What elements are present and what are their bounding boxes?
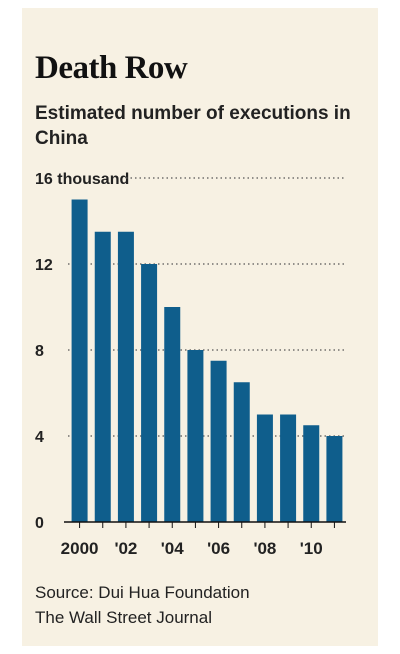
chart-subtitle: Estimated number of executions in China — [35, 103, 351, 149]
source-note: Source: Dui Hua Foundation The Wall Stre… — [35, 580, 250, 630]
bar — [71, 199, 88, 522]
bar — [117, 231, 134, 522]
y-tick-label: 4 — [35, 429, 44, 446]
bar — [210, 360, 227, 522]
bar — [256, 414, 273, 522]
x-tick-label: '02 — [114, 539, 137, 558]
y-tick-label: 0 — [35, 515, 44, 532]
x-tick-label: '06 — [207, 539, 230, 558]
x-tick-label: 2000 — [61, 539, 99, 558]
y-tick-label: 8 — [35, 343, 44, 360]
source-line-1: Source: Dui Hua Foundation — [35, 583, 250, 602]
x-tick-label: '10 — [300, 539, 323, 558]
bar-chart: 0 4 8 12 16 thousand 2000 '02 '04 '06 '08 '10 — [35, 171, 346, 558]
bar — [280, 414, 297, 522]
source-line-2: The Wall Street Journal — [35, 608, 212, 627]
bar — [164, 307, 181, 522]
y-tick-label: 12 — [35, 257, 53, 274]
y-tick-label: 16 thousand — [35, 171, 129, 188]
bar — [141, 264, 158, 522]
x-tick-label: '04 — [161, 539, 184, 558]
x-tick-label: '08 — [253, 539, 276, 558]
bar — [94, 231, 111, 522]
bar — [303, 425, 320, 522]
bar — [233, 382, 250, 522]
bar — [326, 436, 343, 522]
bar — [187, 350, 204, 522]
chart-title: Death Row — [35, 50, 188, 86]
chart-card: Death Row Estimated number of executions… — [22, 8, 378, 646]
